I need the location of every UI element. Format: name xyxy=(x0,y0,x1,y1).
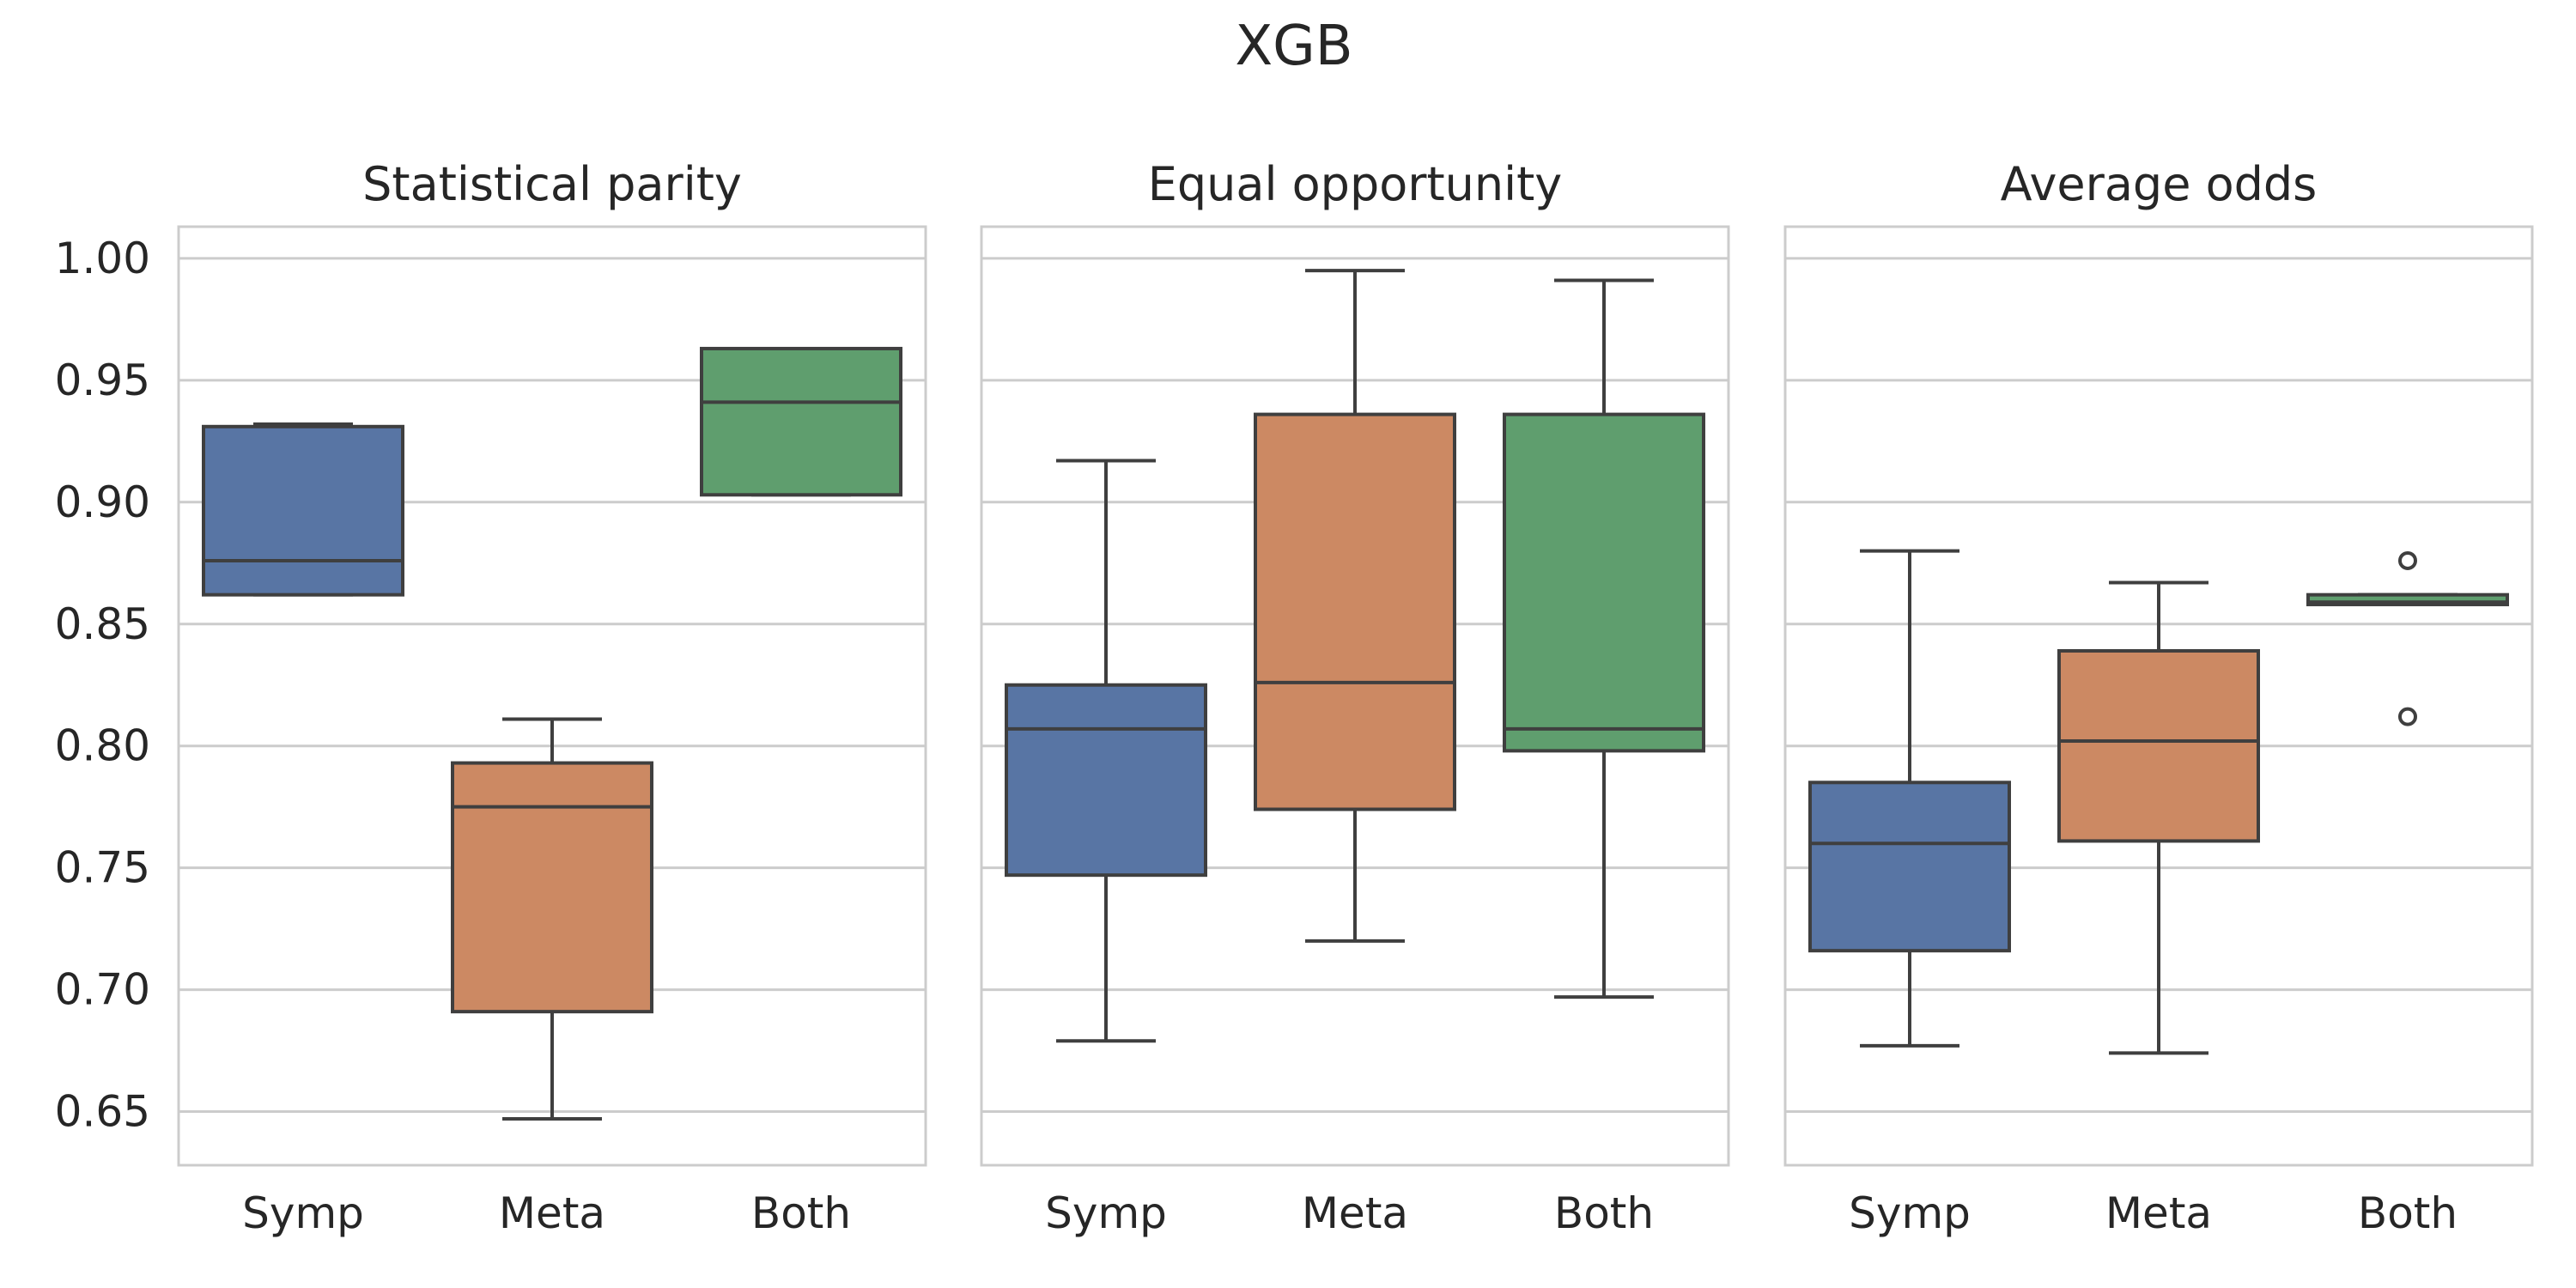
x-tick-label: Both xyxy=(2358,1188,2458,1238)
y-tick-label: 0.80 xyxy=(55,721,150,771)
box-symp xyxy=(202,422,404,597)
y-tick-label: 0.90 xyxy=(55,477,150,527)
x-tick-label: Both xyxy=(751,1188,851,1238)
outlier-point xyxy=(2398,707,2417,726)
panel-title: Average odds xyxy=(2001,157,2318,211)
panel-1: Statistical parity 1.00 0.95 0.90 0.85 0.80 0.… xyxy=(55,157,927,1238)
outlier-point xyxy=(2398,550,2417,570)
y-tick-label: 0.85 xyxy=(55,599,150,649)
panel-frame xyxy=(980,225,1730,1167)
box-meta xyxy=(451,717,653,1121)
box-iqr xyxy=(1005,683,1207,878)
panel-title: Equal opportunity xyxy=(1148,157,1562,211)
panel-title: Statistical parity xyxy=(362,157,742,211)
x-tick-label: Symp xyxy=(1849,1188,1971,1238)
panel-3: Average odds Symp Meta Both xyxy=(1783,157,2534,1238)
x-tick-label: Meta xyxy=(2105,1188,2212,1238)
panel-2: Equal opportunity Symp Meta Both xyxy=(980,157,1730,1238)
box-iqr xyxy=(2306,592,2509,607)
x-tick-label: Both xyxy=(1554,1188,1654,1238)
box-iqr xyxy=(202,424,404,597)
box-symp xyxy=(1808,549,2011,1048)
y-tick-label: 0.75 xyxy=(55,843,150,893)
box-both xyxy=(2306,550,2509,726)
box-iqr xyxy=(2057,648,2260,843)
box-both xyxy=(700,346,902,497)
x-tick-label: Symp xyxy=(242,1188,364,1238)
box-meta xyxy=(2057,580,2260,1055)
y-tick-label: 0.95 xyxy=(55,355,150,405)
box-iqr xyxy=(700,346,902,497)
panel-frame xyxy=(177,225,927,1167)
y-tick-label: 1.00 xyxy=(55,234,150,283)
box-iqr xyxy=(1808,781,2011,953)
box-iqr xyxy=(1254,412,1456,811)
x-tick-label: Meta xyxy=(1302,1188,1408,1238)
chart-title: XGB xyxy=(1235,15,1352,78)
box-symp xyxy=(1005,459,1207,1043)
y-tick-label: 0.65 xyxy=(55,1087,150,1137)
box-iqr xyxy=(1503,412,1705,753)
panel-frame xyxy=(1783,225,2534,1167)
y-tick-label: 0.70 xyxy=(55,965,150,1015)
box-both xyxy=(1503,278,1705,999)
box-meta xyxy=(1254,269,1456,943)
x-tick-label: Symp xyxy=(1045,1188,1167,1238)
panels: Statistical parity 1.00 0.95 0.90 0.85 0.80 0.… xyxy=(55,157,2534,1238)
box-iqr xyxy=(451,761,653,1014)
x-tick-label: Meta xyxy=(499,1188,605,1238)
